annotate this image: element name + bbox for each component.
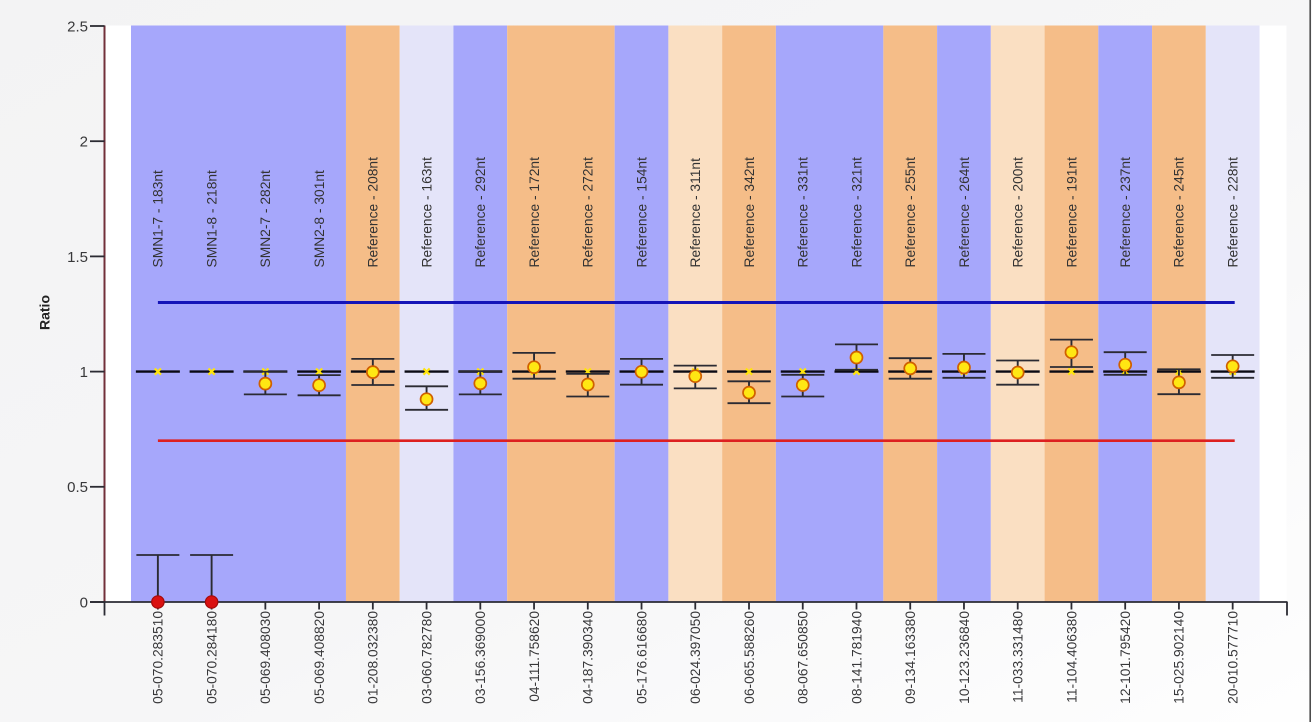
svg-text:Reference - 163nt: Reference - 163nt: [419, 157, 434, 268]
svg-text:05-070.284180: 05-070.284180: [204, 611, 219, 704]
svg-text:Reference - 237nt: Reference - 237nt: [1118, 157, 1133, 268]
svg-text:05-176.616680: 05-176.616680: [634, 611, 649, 704]
svg-text:05-069.408030: 05-069.408030: [258, 611, 273, 704]
svg-text:12-101.795420: 12-101.795420: [1118, 611, 1133, 704]
svg-text:1.5: 1.5: [67, 249, 88, 266]
svg-text:2: 2: [80, 134, 88, 151]
svg-text:11-033.331480: 11-033.331480: [1011, 611, 1026, 703]
svg-text:08-141.781940: 08-141.781940: [849, 611, 864, 704]
svg-text:Reference - 331nt: Reference - 331nt: [796, 157, 811, 268]
svg-text:Reference - 191nt: Reference - 191nt: [1064, 157, 1079, 268]
svg-text:SMN2-8 - 301nt: SMN2-8 - 301nt: [312, 170, 327, 268]
svg-text:Reference - 228nt: Reference - 228nt: [1225, 157, 1240, 268]
svg-text:Reference - 208nt: Reference - 208nt: [366, 157, 381, 268]
svg-text:Reference - 321nt: Reference - 321nt: [849, 157, 864, 268]
svg-text:09-134.163380: 09-134.163380: [903, 611, 918, 704]
svg-text:SMN1-7 - 183nt: SMN1-7 - 183nt: [151, 170, 166, 268]
svg-text:1: 1: [80, 364, 88, 381]
svg-text:0: 0: [80, 594, 88, 611]
svg-text:Reference - 200nt: Reference - 200nt: [1011, 157, 1026, 268]
svg-text:04-111.758620: 04-111.758620: [527, 611, 542, 702]
svg-text:Reference - 172nt: Reference - 172nt: [527, 157, 542, 268]
svg-text:SMN2-7 - 282nt: SMN2-7 - 282nt: [258, 170, 273, 268]
svg-text:06-024.397050: 06-024.397050: [688, 611, 703, 704]
svg-text:03-060.782780: 03-060.782780: [419, 611, 434, 704]
svg-text:04-187.390340: 04-187.390340: [581, 611, 596, 704]
svg-text:10-123.236840: 10-123.236840: [957, 611, 972, 704]
svg-text:Reference - 264nt: Reference - 264nt: [957, 157, 972, 268]
svg-text:Reference - 292nt: Reference - 292nt: [473, 157, 488, 268]
svg-text:03-156.369000: 03-156.369000: [473, 611, 488, 704]
svg-text:15-025.902140: 15-025.902140: [1172, 611, 1187, 704]
svg-text:2.5: 2.5: [67, 18, 88, 35]
svg-text:Ratio: Ratio: [37, 295, 53, 330]
svg-text:01-208.032380: 01-208.032380: [366, 611, 381, 704]
svg-text:Reference - 311nt: Reference - 311nt: [688, 158, 703, 268]
svg-text:Reference - 255nt: Reference - 255nt: [903, 157, 918, 268]
svg-text:Reference - 245nt: Reference - 245nt: [1172, 157, 1187, 268]
svg-text:11-104.406380: 11-104.406380: [1064, 611, 1079, 703]
svg-text:05-070.283510: 05-070.283510: [151, 611, 166, 704]
svg-text:20-010.577710: 20-010.577710: [1225, 611, 1240, 704]
svg-text:Reference - 272nt: Reference - 272nt: [581, 157, 596, 268]
svg-text:SMN1-8 - 218nt: SMN1-8 - 218nt: [204, 170, 219, 268]
svg-text:Reference - 342nt: Reference - 342nt: [742, 157, 757, 268]
svg-text:0.5: 0.5: [67, 479, 88, 496]
svg-text:05-069.408820: 05-069.408820: [312, 611, 327, 704]
svg-text:08-067.650850: 08-067.650850: [796, 611, 811, 704]
svg-text:06-065.588260: 06-065.588260: [742, 611, 757, 704]
svg-text:Reference - 154nt: Reference - 154nt: [634, 157, 649, 268]
